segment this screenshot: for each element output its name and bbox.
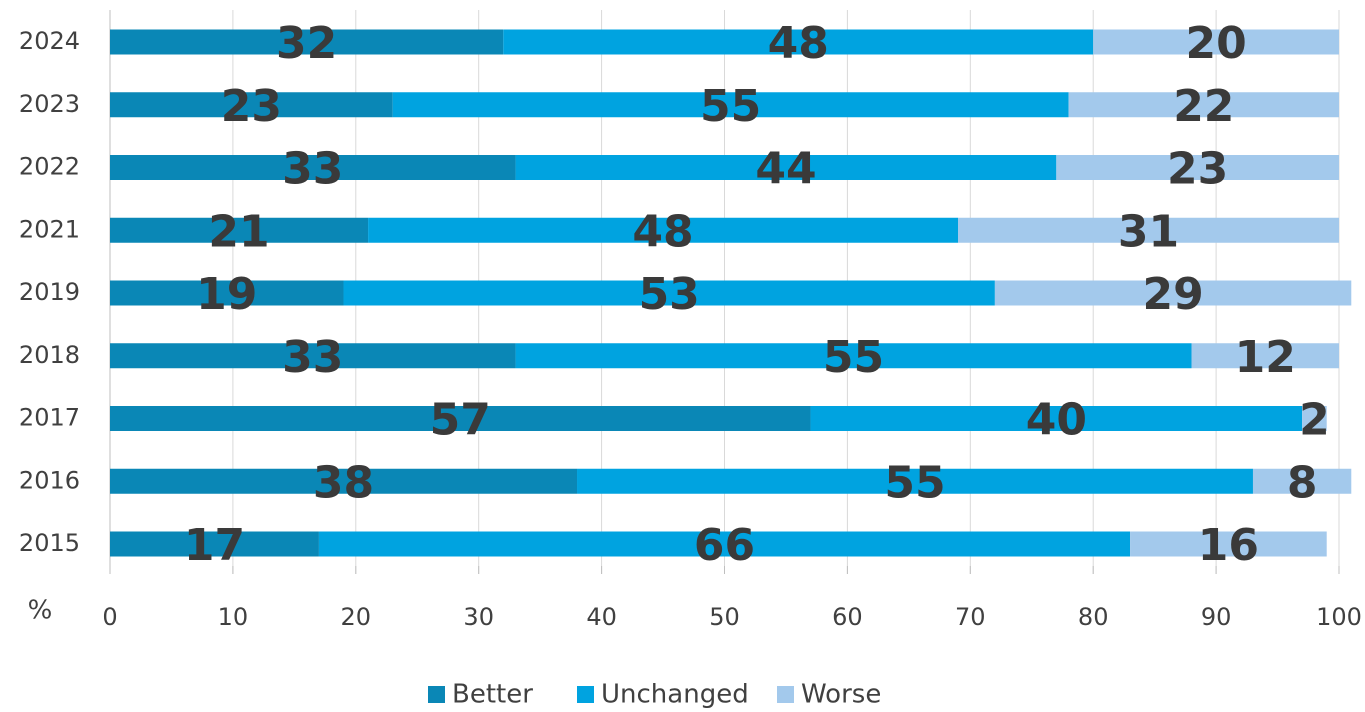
bar-segment: [343, 280, 995, 306]
data-label: 21: [208, 206, 269, 257]
data-label: 12: [1235, 332, 1296, 383]
bar-segment: [1056, 155, 1339, 180]
legend-swatch: [577, 686, 594, 703]
bar-segment: [810, 406, 1303, 431]
y-tick-label: 2023: [19, 90, 80, 118]
bar-segment: [110, 406, 811, 431]
data-label: 55: [823, 332, 884, 383]
legend-label: Better: [452, 680, 533, 710]
x-tick-label: 30: [463, 603, 494, 631]
data-label: 16: [1198, 520, 1259, 571]
bar-segment: [1252, 468, 1352, 494]
data-label: 22: [1173, 81, 1234, 132]
legend-swatch: [777, 686, 794, 703]
x-tick-label: 40: [586, 603, 617, 631]
y-tick-label: 2017: [19, 404, 80, 432]
data-label: 23: [221, 81, 282, 132]
data-label: 55: [884, 457, 945, 508]
data-label: 66: [694, 520, 755, 571]
data-label: 38: [313, 457, 374, 508]
x-tick-label: 60: [832, 603, 863, 631]
legend-label: Unchanged: [601, 680, 749, 710]
data-label: 33: [282, 332, 343, 383]
y-tick-label: 2019: [19, 278, 80, 306]
bar-segment: [1302, 406, 1327, 431]
bar-segment: [392, 92, 1069, 118]
data-label: 17: [184, 520, 245, 571]
bar-segment: [1093, 29, 1339, 55]
bar-segment: [110, 92, 393, 118]
x-tick-label: 50: [709, 603, 740, 631]
bar-segment: [318, 531, 1131, 557]
x-tick-label: 80: [1078, 603, 1109, 631]
bar-segment: [110, 531, 319, 557]
data-label: 48: [632, 206, 693, 257]
data-label: 2: [1299, 395, 1330, 446]
data-label: 53: [639, 269, 700, 320]
bar-segment: [1068, 92, 1339, 118]
data-label: 23: [1167, 144, 1228, 195]
bar-segment: [110, 155, 516, 180]
bar-segment: [110, 280, 344, 306]
bar-segment: [958, 217, 1339, 243]
bar-segment: [503, 29, 1094, 55]
x-tick-label: 0: [102, 603, 117, 631]
data-label: 44: [755, 144, 816, 195]
data-label: 55: [700, 81, 761, 132]
legend-label: Worse: [801, 680, 881, 710]
bar-segment: [110, 343, 516, 369]
data-label: 8: [1287, 457, 1318, 508]
y-tick-label: 2015: [19, 529, 80, 557]
x-axis-label: %: [28, 596, 53, 626]
x-tick-label: 90: [1201, 603, 1232, 631]
y-tick-label: 2024: [19, 27, 80, 55]
bar-segment: [994, 280, 1352, 306]
y-tick-label: 2016: [19, 466, 80, 494]
bar-segment: [515, 155, 1057, 180]
x-tick-label: 100: [1316, 603, 1362, 631]
y-tick-label: 2021: [19, 215, 80, 243]
bar-segment: [368, 217, 959, 243]
data-label: 33: [282, 144, 343, 195]
legend-swatch: [428, 686, 445, 703]
data-label: 32: [276, 18, 337, 69]
x-tick-label: 10: [218, 603, 249, 631]
data-label: 19: [196, 269, 257, 320]
data-label: 40: [1026, 395, 1087, 446]
data-label: 20: [1185, 18, 1246, 69]
y-tick-label: 2018: [19, 341, 80, 369]
y-tick-label: 2022: [19, 153, 80, 181]
bar-segment: [577, 468, 1253, 494]
x-tick-label: 70: [955, 603, 986, 631]
x-tick-label: 20: [341, 603, 372, 631]
bar-segment: [1130, 531, 1327, 557]
bar-segment: [1191, 343, 1339, 369]
bar-segment: [110, 29, 504, 55]
bar-segment: [110, 217, 369, 243]
data-label: 29: [1142, 269, 1203, 320]
data-label: 57: [430, 395, 491, 446]
bar-segment: [515, 343, 1192, 369]
bar-segment: [110, 468, 578, 494]
data-label: 48: [768, 18, 829, 69]
data-label: 31: [1118, 206, 1179, 257]
